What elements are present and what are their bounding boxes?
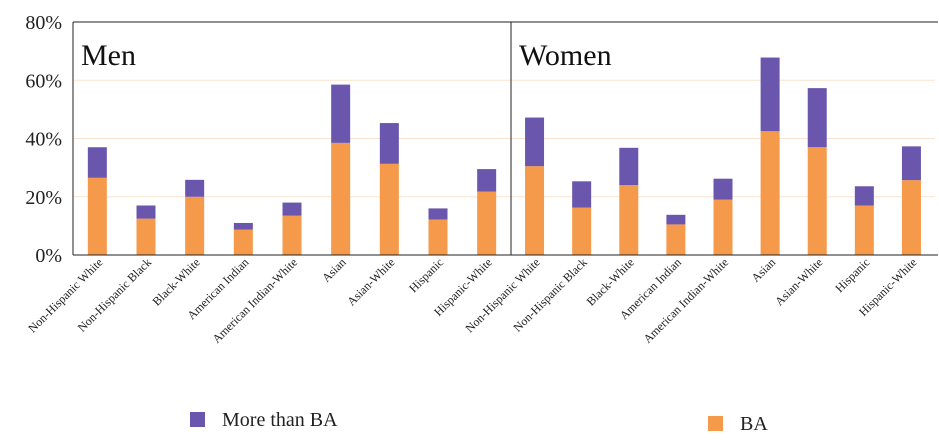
panel-title: Women bbox=[519, 39, 612, 72]
bars bbox=[87, 57, 921, 255]
legend-swatch bbox=[190, 412, 205, 427]
bar-ba bbox=[428, 219, 448, 255]
category-label: American Indian-White bbox=[209, 255, 300, 346]
bar-more-than-ba bbox=[572, 181, 592, 208]
y-tick-label: 0% bbox=[35, 245, 62, 267]
bar-more-than-ba bbox=[807, 88, 827, 148]
bar-more-than-ba bbox=[87, 147, 107, 178]
bar-ba bbox=[525, 166, 545, 255]
bar-ba bbox=[619, 185, 639, 255]
bar-more-than-ba bbox=[233, 222, 253, 230]
bar-ba bbox=[185, 196, 205, 255]
bar-more-than-ba bbox=[379, 123, 399, 164]
bar-more-than-ba bbox=[901, 146, 921, 181]
category-label: Black-White bbox=[150, 255, 203, 308]
bar-ba bbox=[666, 224, 686, 255]
category-label: Asian bbox=[749, 255, 779, 285]
bar-ba bbox=[136, 218, 156, 255]
legend-label: More than BA bbox=[222, 409, 338, 431]
bar-more-than-ba bbox=[713, 178, 733, 200]
bar-ba bbox=[901, 180, 921, 255]
bar-ba bbox=[807, 147, 827, 255]
legend-swatch bbox=[708, 416, 723, 431]
bar-more-than-ba bbox=[331, 84, 351, 143]
gridlines bbox=[73, 79, 935, 198]
bar-ba bbox=[760, 131, 780, 255]
panel-title: Men bbox=[81, 39, 136, 72]
bar-ba bbox=[331, 142, 351, 255]
bar-ba bbox=[477, 191, 497, 255]
legend: More than BA BA bbox=[190, 409, 768, 435]
bar-ba bbox=[854, 205, 874, 255]
bar-more-than-ba bbox=[525, 117, 545, 167]
bar-ba bbox=[572, 207, 592, 255]
category-label: Hispanic bbox=[406, 255, 446, 295]
bar-more-than-ba bbox=[185, 179, 205, 197]
category-label: Asian bbox=[319, 255, 349, 285]
bar-ba bbox=[713, 199, 733, 255]
bar-more-than-ba bbox=[428, 208, 448, 220]
bar-more-than-ba bbox=[136, 205, 156, 219]
panel-frames: Men Women bbox=[72, 21, 938, 256]
bar-more-than-ba bbox=[282, 202, 302, 216]
bar-more-than-ba bbox=[760, 57, 780, 132]
y-axis: 0% 20% 40% 60% 80% bbox=[25, 12, 62, 267]
category-label: American Indian-White bbox=[640, 255, 731, 346]
y-tick-label: 60% bbox=[25, 70, 62, 92]
bar-ba bbox=[233, 229, 253, 255]
bar-more-than-ba bbox=[477, 169, 497, 192]
bar-ba bbox=[282, 215, 302, 255]
bar-more-than-ba bbox=[854, 186, 874, 206]
category-label: Asian-White bbox=[344, 255, 397, 308]
category-label: Hispanic bbox=[832, 255, 872, 295]
bar-ba bbox=[87, 177, 107, 255]
bar-more-than-ba bbox=[619, 147, 639, 186]
category-label: Asian-White bbox=[772, 255, 825, 308]
y-tick-label: 80% bbox=[25, 12, 62, 34]
bar-ba bbox=[379, 163, 399, 255]
bar-more-than-ba bbox=[666, 214, 686, 225]
y-tick-label: 40% bbox=[25, 129, 62, 151]
legend-label: BA bbox=[740, 413, 768, 435]
y-tick-label: 20% bbox=[25, 187, 62, 209]
